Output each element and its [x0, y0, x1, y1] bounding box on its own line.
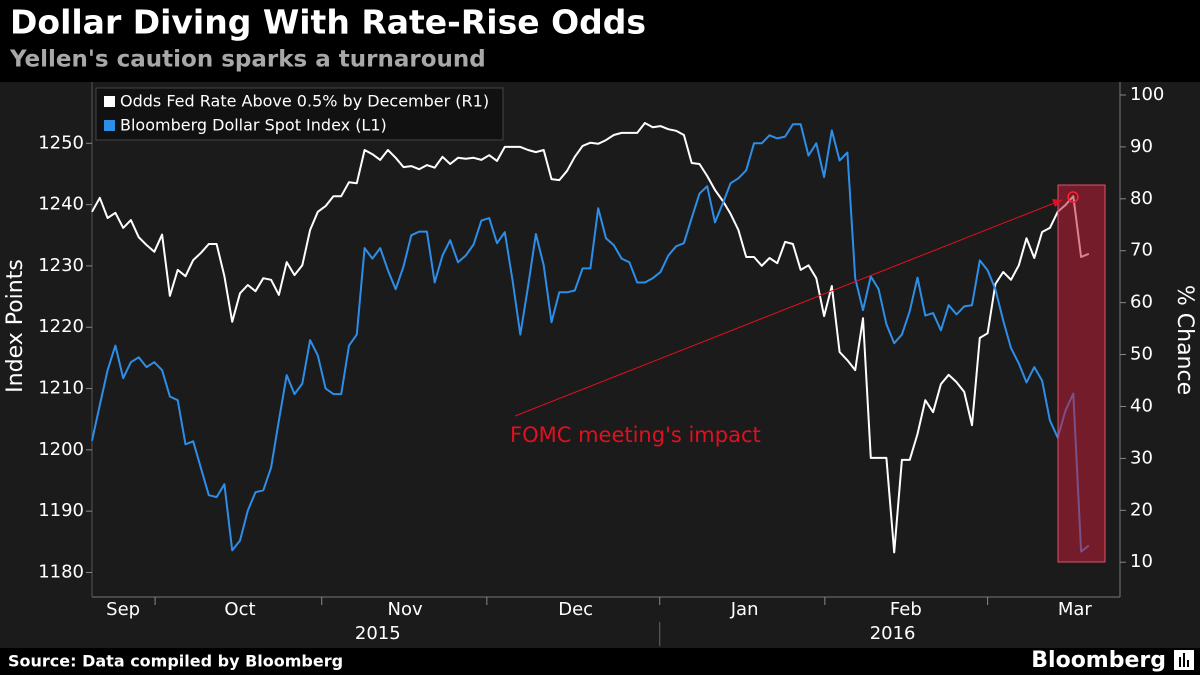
y2-tick-label: 20: [1130, 499, 1153, 520]
x-tick-label: Jan: [730, 599, 759, 620]
y-tick-label: 1250: [38, 132, 84, 153]
y2-tick-label: 10: [1130, 551, 1153, 572]
chart-subtitle: Yellen's caution sparks a turnaround: [9, 47, 486, 73]
y2-tick-label: 50: [1130, 344, 1153, 365]
x-tick-label: Dec: [558, 599, 593, 620]
arrow-head: [1052, 199, 1062, 207]
series-line: [91, 123, 1090, 553]
y2-tick-label: 30: [1130, 447, 1153, 468]
x-tick-label: Mar: [1058, 599, 1093, 620]
y-axis-label: Index Points: [3, 259, 28, 393]
y2-tick-label: 60: [1130, 292, 1153, 313]
highlight-circle: [1067, 191, 1079, 203]
plot: [91, 122, 1090, 554]
year-label: 2016: [870, 623, 916, 644]
y2-tick-label: 80: [1130, 188, 1153, 209]
y2-tick-label: 100: [1130, 84, 1164, 105]
y-tick-label: 1240: [38, 194, 84, 215]
brand: Bloomberg: [1031, 648, 1166, 673]
legend-swatch: [104, 96, 115, 107]
legend-swatch: [104, 120, 115, 131]
y-tick-label: 1180: [38, 561, 84, 582]
y-tick-label: 1230: [38, 255, 84, 276]
y2-tick-label: 70: [1130, 240, 1153, 261]
y-tick-label: 1200: [38, 439, 84, 460]
y-tick-label: 1210: [38, 378, 84, 399]
y2-axis-label: % Chance: [1172, 285, 1197, 395]
annotation-arrow: [514, 199, 1063, 417]
brand-icon-bar: [1179, 657, 1181, 667]
y2-tick-label: 40: [1130, 395, 1153, 416]
x-tick-label: Sep: [106, 599, 140, 620]
highlight-box: [1057, 184, 1106, 563]
x-tick-label: Oct: [224, 599, 255, 620]
y2-tick-label: 90: [1130, 136, 1153, 157]
brand-icon-bar: [1187, 660, 1189, 667]
brand-icon: [1174, 650, 1194, 670]
year-label: 2015: [355, 623, 401, 644]
annotation: FOMC meeting's impact: [510, 423, 761, 447]
y-tick-label: 1220: [38, 316, 84, 337]
legend-box: [95, 87, 504, 141]
legend-label: Odds Fed Rate Above 0.5% by December (R1…: [120, 92, 489, 111]
source: Source: Data compiled by Bloomberg: [8, 652, 343, 671]
brand-icon-bar: [1183, 653, 1185, 667]
series-line: [91, 122, 1090, 554]
y-tick-label: 1190: [38, 500, 84, 521]
legend: Odds Fed Rate Above 0.5% by December (R1…: [95, 87, 504, 141]
x-tick-label: Feb: [890, 599, 922, 620]
legend-label: Bloomberg Dollar Spot Index (L1): [120, 116, 387, 135]
panel: [0, 82, 1200, 648]
chart-title: Dollar Diving With Rate-Rise Odds: [10, 3, 646, 42]
x-tick-label: Nov: [388, 599, 423, 620]
